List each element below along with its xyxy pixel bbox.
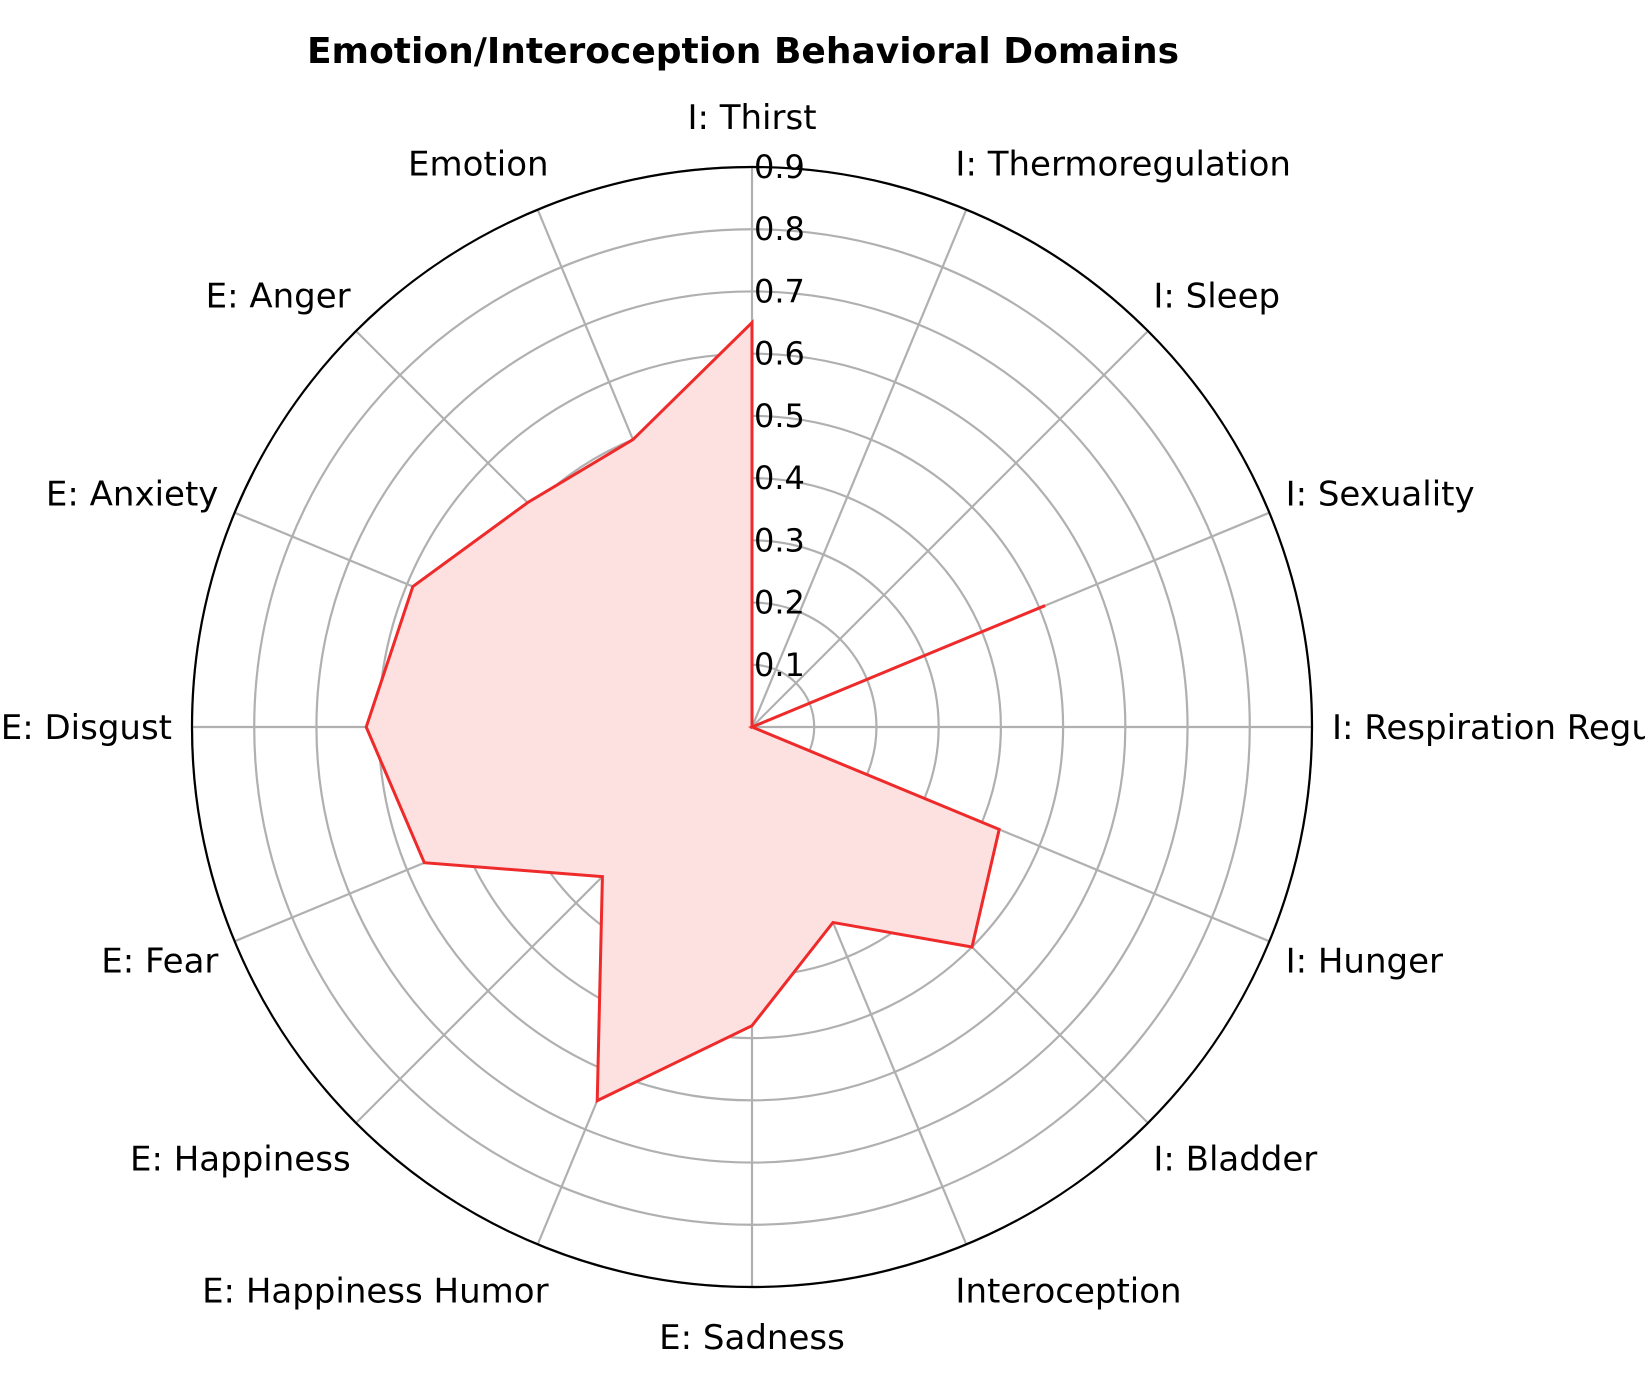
r-tick-label: 0.3: [754, 521, 805, 559]
category-label: I: Thirst: [687, 98, 816, 138]
data-layer: [364, 318, 1046, 1104]
r-tick-label: 0.9: [754, 148, 805, 186]
tick-layer: 0.1 0.2 0.3 0.4 0.5 0.6 0.7 0.8 0.9: [754, 148, 805, 684]
category-label: E: Happiness: [130, 1139, 351, 1179]
category-label: I: Sexuality: [1286, 475, 1475, 515]
spoke-line: [751, 330, 1149, 728]
category-label: Interoception: [955, 1272, 1181, 1312]
chart-title: Emotion/Interoception Behavioral Domains: [307, 31, 1179, 72]
r-tick-label: 0.8: [754, 210, 805, 248]
category-label: I: Hunger: [1286, 941, 1443, 981]
category-label: E: Disgust: [1, 708, 172, 748]
r-tick-label: 0.4: [754, 459, 805, 497]
category-label: I: Bladder: [1153, 1139, 1317, 1179]
outer-ring: [190, 165, 1314, 1289]
category-label: E: Anxiety: [46, 475, 219, 515]
label-layer: I: Thirst I: Thermoregulation I: Sleep I: S…: [1, 98, 1645, 1358]
category-label: E: Sadness: [659, 1318, 845, 1358]
r-tick-label: 0.6: [754, 335, 805, 373]
category-label: I: Respiration Regulation: [1332, 708, 1645, 748]
r-tick-label: 0.1: [754, 646, 805, 684]
spoke-line: [750, 209, 968, 728]
category-label: I: Thermoregulation: [955, 144, 1291, 184]
category-label: E: Anger: [206, 277, 351, 317]
r-tick-label: 0.7: [754, 272, 805, 310]
category-label: Emotion: [408, 144, 549, 184]
series-polygon: [364, 318, 1046, 1104]
category-label: E: Fear: [101, 941, 218, 981]
category-label: I: Sleep: [1153, 277, 1280, 317]
r-tick-label: 0.5: [754, 397, 805, 435]
r-tick-label: 0.2: [754, 584, 805, 622]
category-label: E: Happiness Humor: [202, 1272, 548, 1312]
